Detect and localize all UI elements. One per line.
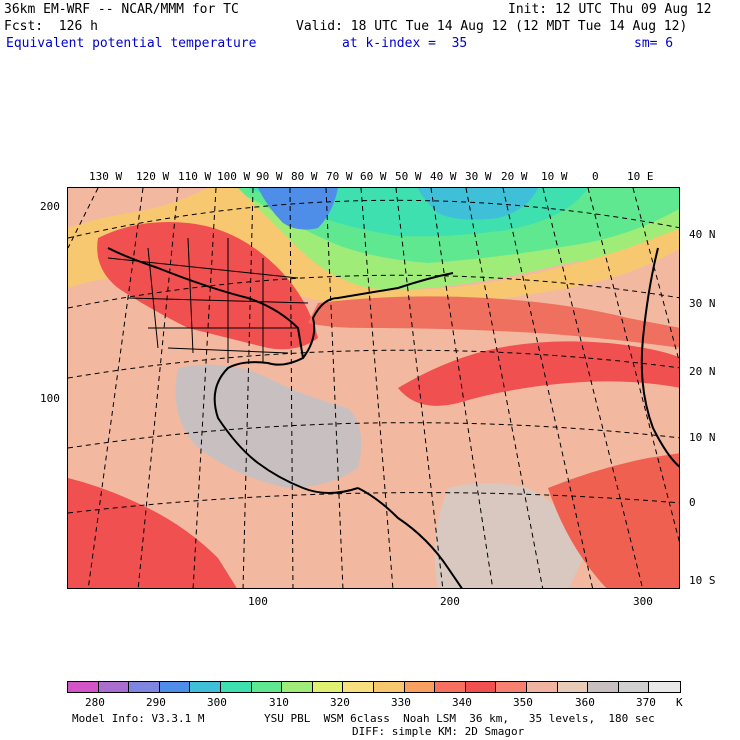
equivalent-potential-temperature-map [67, 187, 680, 589]
colorbar-label: 330 [391, 696, 411, 709]
lon-label: 60 W [360, 170, 387, 183]
lon-label: 90 W [256, 170, 283, 183]
colorbar-swatch [588, 682, 619, 692]
map-canvas [68, 188, 679, 588]
grid-y-label: 100 [40, 392, 60, 405]
lat-label: 30 N [689, 297, 716, 310]
colorbar-swatch [129, 682, 160, 692]
colorbar-swatch [159, 682, 191, 692]
lon-label: 30 W [465, 170, 492, 183]
colorbar-label: 300 [207, 696, 227, 709]
colorbar-label: 340 [452, 696, 472, 709]
political-borders [107, 237, 309, 363]
field-name: Equivalent potential temperature [6, 36, 257, 51]
colorbar-swatch [373, 682, 405, 692]
lon-label: 130 W [89, 170, 123, 183]
colorbar-swatch [649, 682, 680, 692]
colorbar-swatch [68, 682, 99, 692]
colorbar-swatch [312, 682, 344, 692]
colorbar-swatch [496, 682, 527, 692]
lat-label: 20 N [689, 365, 716, 378]
lon-label: 50 W [395, 170, 422, 183]
colorbar-swatch [526, 682, 558, 692]
field-band-300 [418, 188, 538, 220]
colorbar-swatch [343, 682, 374, 692]
colorbar-swatch [618, 682, 650, 692]
lon-label: 0 [592, 170, 599, 183]
lat-label: 40 N [689, 228, 716, 241]
lat-label: 10 S [689, 574, 716, 587]
lon-label: 110 W [178, 170, 212, 183]
lon-label: 40 W [430, 170, 457, 183]
grid-x-label: 200 [440, 595, 460, 608]
grid-x-label: 300 [633, 595, 653, 608]
forecast-hour: Fcst: 126 h [4, 19, 98, 34]
lon-label: 120 W [136, 170, 170, 183]
model-title: 36km EM-WRF -- NCAR/MMM for TC [4, 2, 239, 17]
colorbar-swatch [557, 682, 589, 692]
colorbar-swatch [251, 682, 283, 692]
colorbar-unit: K [676, 696, 683, 709]
lon-label: 10 W [541, 170, 568, 183]
colorbar-label: 360 [575, 696, 595, 709]
colorbar-swatch [435, 682, 466, 692]
coastlines [107, 247, 679, 588]
colorbar-swatch [404, 682, 436, 692]
level-index: at k-index = 35 [342, 36, 468, 51]
field-band-345-africa [548, 453, 679, 588]
lon-label: 70 W [326, 170, 353, 183]
diffusion-info: DIFF: simple KM: 2D Smagor [352, 725, 525, 738]
lat-label: 0 [689, 496, 696, 509]
lat-label: 10 N [689, 431, 716, 444]
grid-y-label: 200 [40, 200, 60, 213]
field-band-340-atlantic [308, 296, 679, 348]
colorbar-label: 350 [513, 696, 533, 709]
lon-label: 100 W [217, 170, 251, 183]
field-band-355-south-atlantic [434, 483, 588, 588]
lon-label: 20 W [501, 170, 528, 183]
colorbar-label: 320 [330, 696, 350, 709]
colorbar-swatch [190, 682, 221, 692]
lon-label: 80 W [291, 170, 318, 183]
model-info: Model Info: V3.3.1 M [72, 712, 205, 725]
physics-info: YSU PBL WSM 6class Noah LSM 36 km, 35 le… [264, 712, 655, 725]
colorbar-swatch [220, 682, 252, 692]
field-band-345-mid-atlantic [398, 341, 679, 406]
field-band-295 [258, 188, 338, 230]
colorbar [67, 681, 681, 693]
colorbar-label: 370 [636, 696, 656, 709]
field-band-360-caribbean [175, 364, 362, 488]
colorbar-label: 310 [269, 696, 289, 709]
valid-time: Valid: 18 UTC Tue 14 Aug 12 (12 MDT Tue … [296, 19, 688, 34]
smoothing: sm= 6 [634, 36, 674, 51]
init-time: Init: 12 UTC Thu 09 Aug 12 [508, 2, 712, 17]
colorbar-swatch [282, 682, 313, 692]
colorbar-label: 280 [85, 696, 105, 709]
colorbar-swatch [465, 682, 497, 692]
grid-x-label: 100 [248, 595, 268, 608]
lon-label: 10 E [627, 170, 654, 183]
colorbar-swatch [98, 682, 130, 692]
colorbar-label: 290 [146, 696, 166, 709]
